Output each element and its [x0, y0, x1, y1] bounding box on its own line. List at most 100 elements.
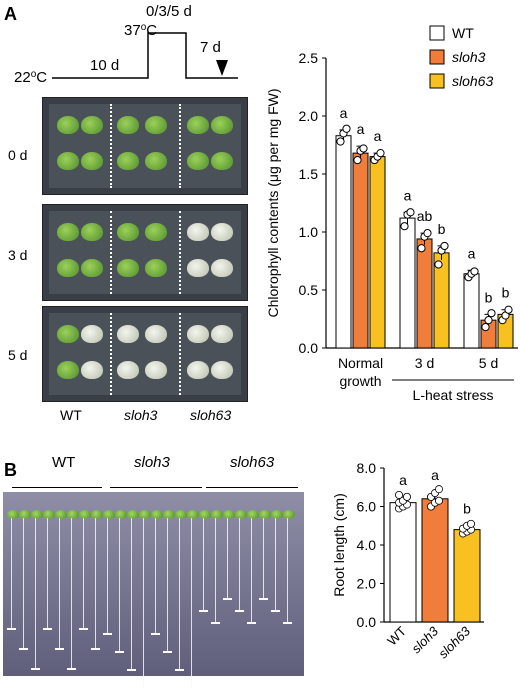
- root-tip-marker: [235, 610, 244, 612]
- seedling: [81, 152, 103, 170]
- root-tip-marker: [55, 648, 64, 650]
- data-point: [423, 229, 432, 238]
- root-photo-panel: WT sloh3 sloh63: [0, 454, 310, 689]
- y-tick-label: 0.0: [299, 340, 319, 356]
- timeline-start-temp: 22oC: [14, 69, 47, 86]
- legend-label: WT: [452, 25, 474, 41]
- root-tip-marker: [67, 668, 76, 670]
- significance-letter: a: [468, 245, 476, 261]
- timeline-diagram: 22oC 10 d 37oC 0/3/5 d 7 d: [14, 3, 238, 86]
- significance-letter: b: [485, 289, 493, 305]
- root-tip-marker: [163, 651, 172, 653]
- root-group-line-wt: [12, 487, 102, 488]
- legend-label: sloh3: [452, 49, 486, 65]
- seedling: [115, 510, 127, 519]
- data-point: [359, 144, 368, 153]
- seedling: [117, 152, 139, 170]
- data-point: [403, 492, 412, 501]
- x-tick-label: sloh63: [435, 623, 473, 661]
- data-point: [435, 496, 444, 505]
- seedling: [187, 223, 209, 241]
- significance-letter: a: [340, 105, 348, 121]
- data-point: [487, 309, 496, 318]
- genotype-label-wt: WT: [60, 407, 82, 423]
- seedling: [117, 361, 139, 379]
- root-tip-marker: [7, 628, 16, 630]
- significance-letter: b: [463, 501, 471, 517]
- root: [35, 518, 36, 668]
- legend-swatch: [429, 49, 445, 65]
- root: [215, 518, 216, 622]
- data-point: [466, 519, 475, 528]
- root-tip-marker: [91, 648, 100, 650]
- plate-row-label: 5 d: [8, 347, 28, 363]
- y-tick-label: 1.0: [299, 224, 319, 240]
- root: [263, 518, 264, 598]
- plate-divider: [179, 211, 181, 294]
- seedling: [145, 223, 167, 241]
- seedling: [145, 325, 167, 343]
- legend-swatch: [429, 25, 445, 41]
- data-point: [481, 323, 490, 332]
- root-tip-marker: [151, 633, 160, 635]
- seedling: [145, 259, 167, 277]
- significance-letter: a: [374, 128, 382, 144]
- significance-letter: ab: [417, 208, 433, 224]
- data-point: [353, 155, 362, 165]
- bar: [453, 529, 481, 623]
- timeline-phase1: 10 d: [90, 57, 119, 74]
- seedling: [211, 361, 233, 379]
- seedling: [187, 325, 209, 343]
- seedling: [223, 510, 235, 519]
- seedling: [247, 510, 259, 519]
- seedling: [81, 259, 103, 277]
- y-axis-title: Chlorophyll contents (μg per mg FW): [265, 88, 281, 317]
- root: [47, 518, 48, 628]
- plate-divider: [179, 313, 181, 395]
- genotype-label-sloh3: sloh3: [124, 407, 158, 423]
- y-axis-title: Root length (cm): [331, 493, 347, 596]
- seedling: [117, 325, 139, 343]
- root: [275, 518, 276, 610]
- seedling: [211, 116, 233, 134]
- y-tick-label: 2.5: [299, 50, 319, 66]
- seedling: [79, 510, 91, 519]
- timeline-heat-duration: 0/3/5 d: [146, 3, 192, 20]
- x-group-label: 3 d: [415, 355, 434, 371]
- root-tip-marker: [43, 628, 52, 630]
- root-tip-marker: [79, 628, 88, 630]
- bracket-label: L-heat stress: [413, 387, 494, 400]
- y-tick-label: 6.0: [357, 499, 377, 515]
- legend-swatch: [429, 73, 445, 89]
- significance-letter: a: [357, 121, 365, 137]
- root-tip-marker: [175, 669, 184, 671]
- plate-divider: [110, 211, 112, 294]
- significance-letter: a: [399, 472, 407, 488]
- root-tip-marker: [31, 668, 40, 670]
- bar: [421, 498, 449, 623]
- seedling: [175, 510, 187, 519]
- root: [119, 518, 120, 651]
- data-point: [342, 124, 351, 133]
- bar: [369, 156, 386, 349]
- root-tip-marker: [19, 648, 28, 650]
- seedling: [211, 223, 233, 241]
- panel-a-label: A: [4, 4, 17, 24]
- root-tip-marker: [223, 598, 232, 600]
- seedling: [211, 325, 233, 343]
- data-point: [376, 149, 385, 158]
- root: [179, 518, 180, 669]
- data-point: [470, 267, 479, 276]
- seedling: [43, 510, 55, 519]
- seedling: [81, 325, 103, 343]
- seedling: [145, 361, 167, 379]
- seedling: [163, 510, 175, 519]
- root-genotype-label-sloh3: sloh3: [134, 454, 170, 471]
- bar: [416, 238, 433, 349]
- significance-letter: a: [404, 187, 412, 203]
- seedling: [57, 116, 79, 134]
- root: [251, 518, 252, 622]
- data-point: [484, 316, 493, 325]
- root: [191, 518, 192, 687]
- seedling: [81, 116, 103, 134]
